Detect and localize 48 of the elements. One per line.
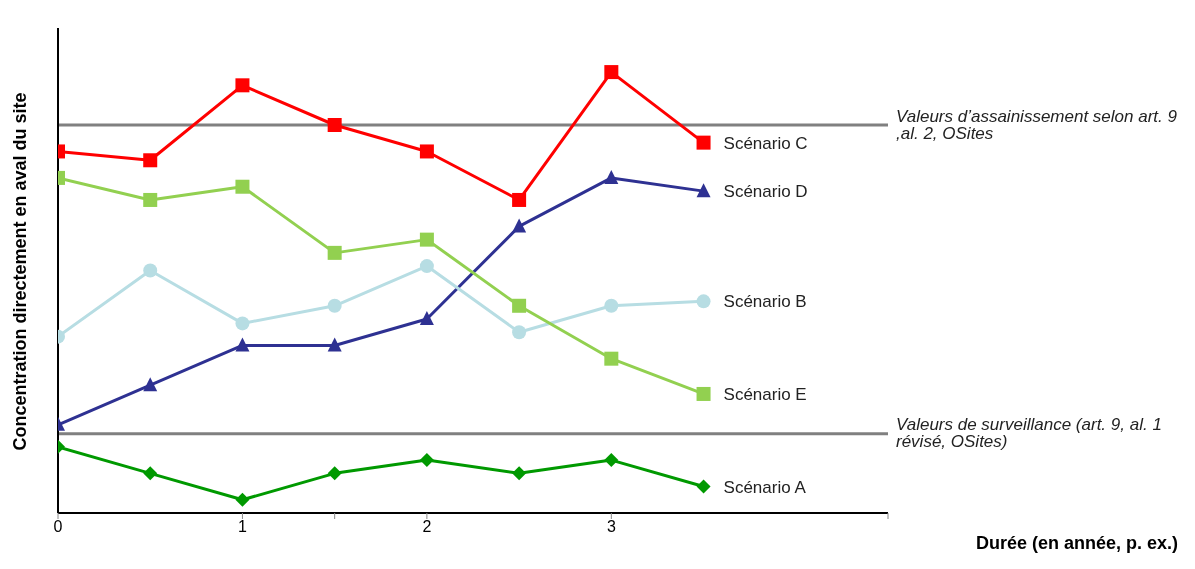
series-label: Scénario E [723,384,807,404]
point [512,192,527,207]
point [327,298,342,313]
point [143,263,158,278]
point [327,466,342,481]
point [696,294,711,309]
series-label: Scénario C [723,133,808,153]
point [419,453,434,468]
ref-line-label: Valeurs d’assainissement selon art. 9 ,al. 2, OSites [896,107,1178,143]
point [235,316,250,331]
y-axis-title: Concentration directement en aval du site [10,92,31,451]
point [512,466,527,481]
point [512,325,527,340]
point [604,298,619,313]
point [143,377,158,392]
point [235,337,250,352]
point [143,466,158,481]
point [235,78,250,93]
point [419,144,434,159]
x-tick-label: 3 [606,518,616,536]
point [604,169,619,184]
series-label: Scénario D [723,182,808,202]
point [143,153,158,168]
point [419,232,434,247]
point [235,179,250,194]
point [696,183,711,198]
point [419,259,434,274]
point [327,118,342,132]
point [604,351,619,366]
x-tick-label: 0 [53,518,63,536]
point [235,492,250,507]
point [327,337,342,352]
ref-line-label: Valeurs de surveillance (art. 9, al. 1 révisé, OSites) [896,414,1162,451]
point [512,298,527,313]
point [327,245,342,260]
series-label: Scénario B [723,292,807,312]
point [604,453,619,468]
point [696,386,711,401]
x-tick-label: 2 [422,518,432,536]
point [143,192,158,207]
point [419,311,434,325]
point [696,479,711,494]
point [696,135,711,150]
x-axis-title: Durée (en année, p. ex.) [975,533,1178,553]
point [604,65,619,80]
point [512,218,527,233]
x-tick-label: 1 [237,518,247,536]
series-label: Scénario A [723,477,807,497]
